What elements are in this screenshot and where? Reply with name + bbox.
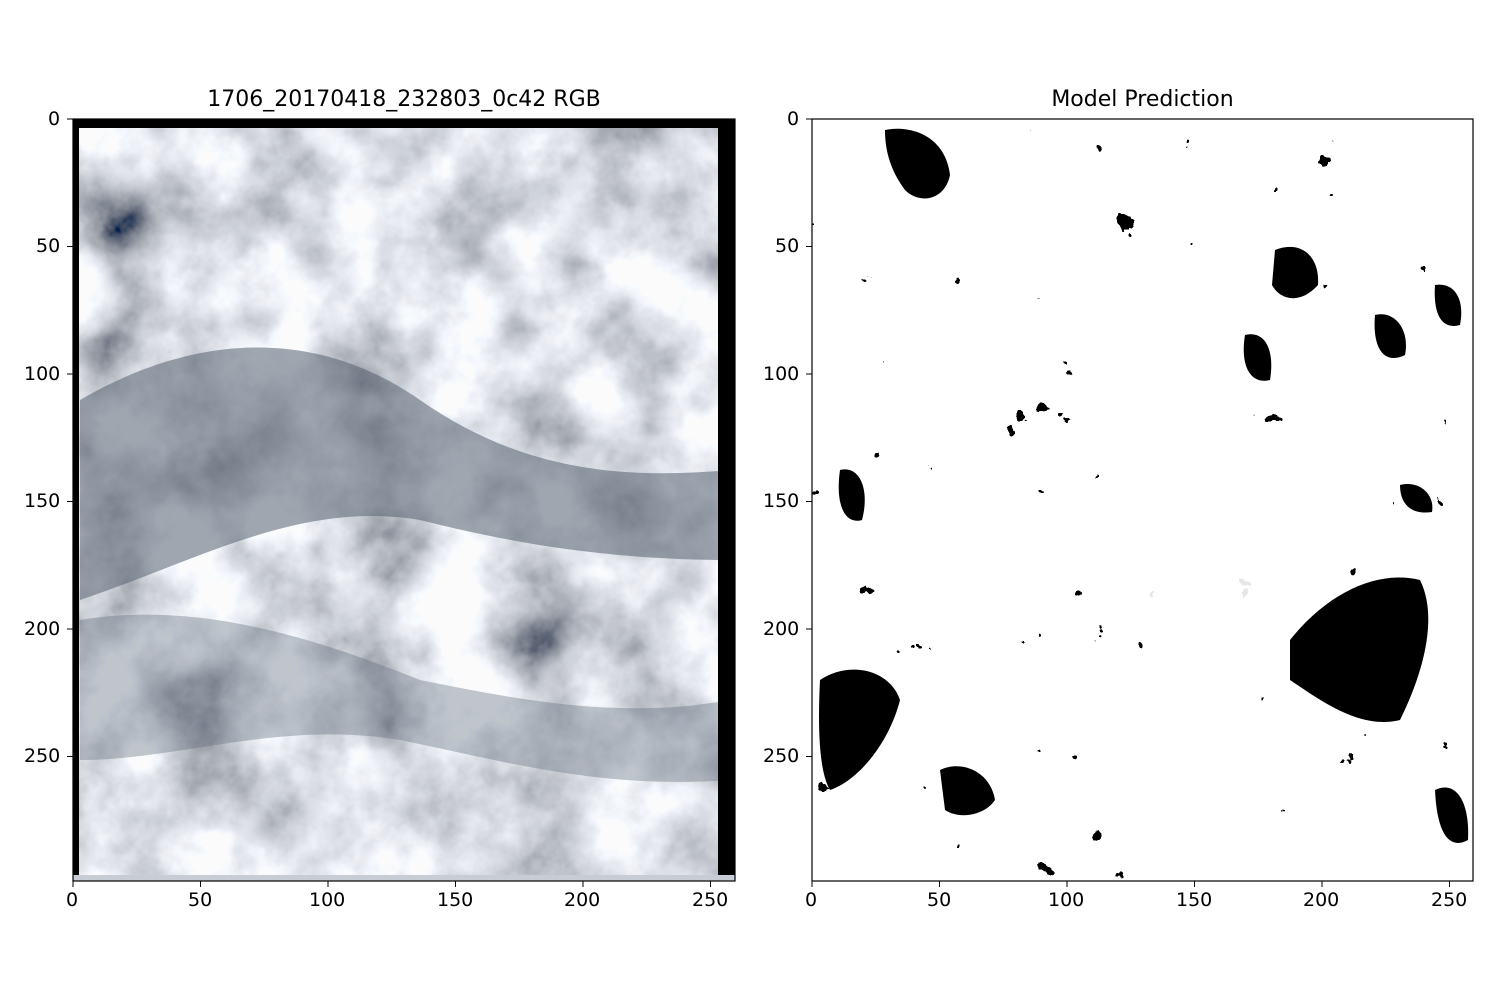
left-xtick-label: 0	[66, 889, 79, 911]
right-ytick-label: 50	[775, 235, 800, 257]
right-axes-frame	[811, 118, 1474, 882]
left-panel-title: 1706_20170418_232803_0c42 RGB	[207, 87, 601, 112]
left-ytick-label: 0	[48, 108, 61, 130]
left-xtick-label: 250	[692, 889, 729, 911]
left-ytick-label: 200	[24, 618, 61, 640]
rgb-satellite-image	[73, 119, 735, 881]
left-tick-marks	[67, 118, 711, 887]
left-ytick-label: 50	[36, 235, 61, 257]
right-xtick-label: 150	[1176, 889, 1213, 911]
left-ytick-label: 250	[24, 745, 61, 767]
left-ytick-label: 150	[24, 490, 61, 512]
right-ytick-label: 100	[763, 363, 800, 385]
right-ytick-label: 150	[763, 490, 800, 512]
right-ytick-label: 250	[763, 745, 800, 767]
right-xtick-label: 50	[927, 889, 952, 911]
right-panel-title: Model Prediction	[1051, 87, 1234, 112]
right-xtick-label: 100	[1048, 889, 1085, 911]
left-xtick-label: 150	[437, 889, 474, 911]
model-prediction-mask	[812, 119, 1473, 881]
left-xtick-label: 100	[309, 889, 346, 911]
left-xtick-label: 50	[188, 889, 213, 911]
left-xtick-label: 200	[564, 889, 601, 911]
right-xtick-label: 200	[1303, 889, 1340, 911]
right-xtick-label: 250	[1431, 889, 1468, 911]
left-ytick-label: 100	[24, 363, 61, 385]
right-ytick-label: 0	[787, 108, 800, 130]
right-xtick-label: 0	[805, 889, 818, 911]
left-axes-frame	[72, 118, 736, 882]
right-ytick-label: 200	[763, 618, 800, 640]
right-tick-marks	[806, 118, 1450, 887]
